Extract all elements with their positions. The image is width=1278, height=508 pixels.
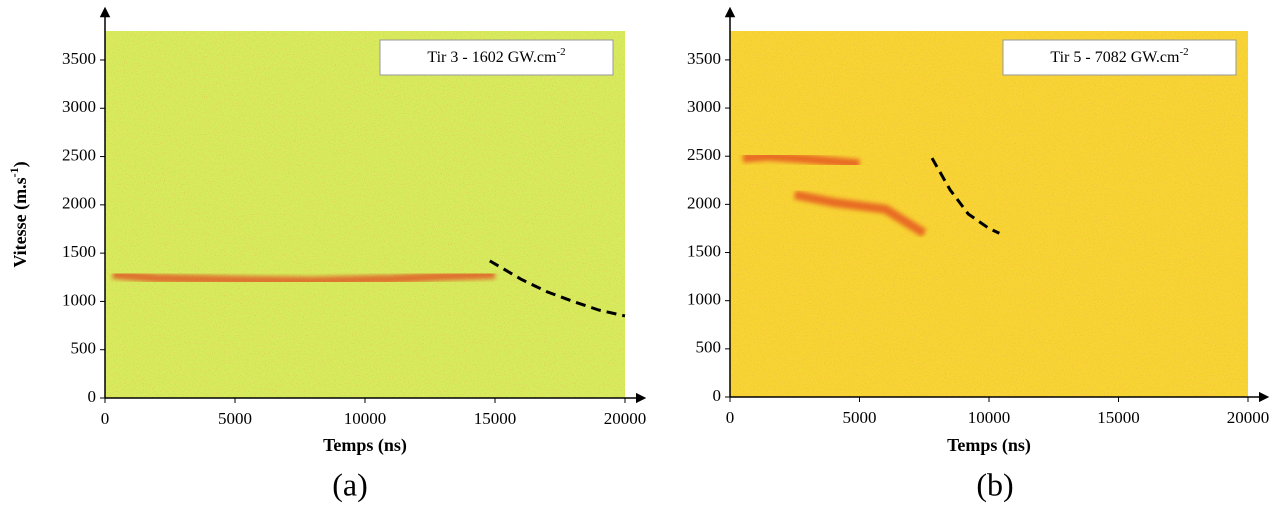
dashed-curve <box>930 157 1000 235</box>
y-tick-label: 0 <box>713 386 722 405</box>
ridge-trace <box>793 190 927 238</box>
y-axis-label-part: ) <box>10 161 31 167</box>
annotation-sup: -2 <box>556 46 565 58</box>
y-tick-label: 2500 <box>687 145 721 164</box>
annotation-box <box>379 39 614 76</box>
y-tick-label: 2000 <box>62 194 96 213</box>
x-tick-label: 20000 <box>1227 408 1270 427</box>
annotation: Tir 5 - 7082 GW.cm-2 <box>1050 46 1188 66</box>
plot-noise <box>730 31 1248 397</box>
y-tick-label: 1500 <box>62 242 96 261</box>
y-tick-label: 3500 <box>687 49 721 68</box>
y-axis-label-part: Vitesse (m.s <box>10 177 31 267</box>
x-tick-label: 5000 <box>218 409 252 428</box>
annotation-box <box>1002 39 1237 76</box>
y-tick-label: 1000 <box>687 290 721 309</box>
y-tick-label: 1000 <box>62 290 96 309</box>
y-tick-label: 3000 <box>62 97 96 116</box>
y-tick-label: 0 <box>88 387 97 406</box>
annotation-text: Tir 3 - 1602 GW.cm <box>427 49 557 66</box>
x-tick-label: 10000 <box>344 409 387 428</box>
x-tick-label: 5000 <box>843 408 877 427</box>
ridge-trace <box>112 269 496 286</box>
caption: (a) <box>332 466 368 502</box>
x-tick-label: 20000 <box>604 409 647 428</box>
x-axis-label: Temps (ns) <box>947 435 1031 456</box>
x-tick-label: 0 <box>101 409 110 428</box>
x-tick-label: 10000 <box>968 408 1011 427</box>
y-tick-label: 2500 <box>62 145 96 164</box>
annotation-text: Tir 5 - 7082 GW.cm <box>1050 49 1180 66</box>
x-tick-label: 0 <box>726 408 735 427</box>
y-tick-label: 3500 <box>62 49 96 68</box>
annotation-sup: -2 <box>1179 46 1188 58</box>
y-tick-label: 500 <box>71 339 97 358</box>
y-axis-label: Vitesse (m.s-1) <box>7 161 31 267</box>
y-tick-label: 1500 <box>687 241 721 260</box>
y-tick-label: 2000 <box>687 193 721 212</box>
x-tick-label: 15000 <box>474 409 517 428</box>
y-tick-label: 500 <box>696 338 722 357</box>
annotation: Tir 3 - 1602 GW.cm-2 <box>427 46 565 66</box>
plot-noise <box>105 31 625 398</box>
y-tick-label: 3000 <box>687 97 721 116</box>
caption: (b) <box>976 466 1013 502</box>
x-axis-label: Temps (ns) <box>323 435 407 456</box>
y-axis-label-part: -1 <box>7 167 21 177</box>
ridge-trace <box>742 151 860 169</box>
x-tick-label: 15000 <box>1097 408 1140 427</box>
